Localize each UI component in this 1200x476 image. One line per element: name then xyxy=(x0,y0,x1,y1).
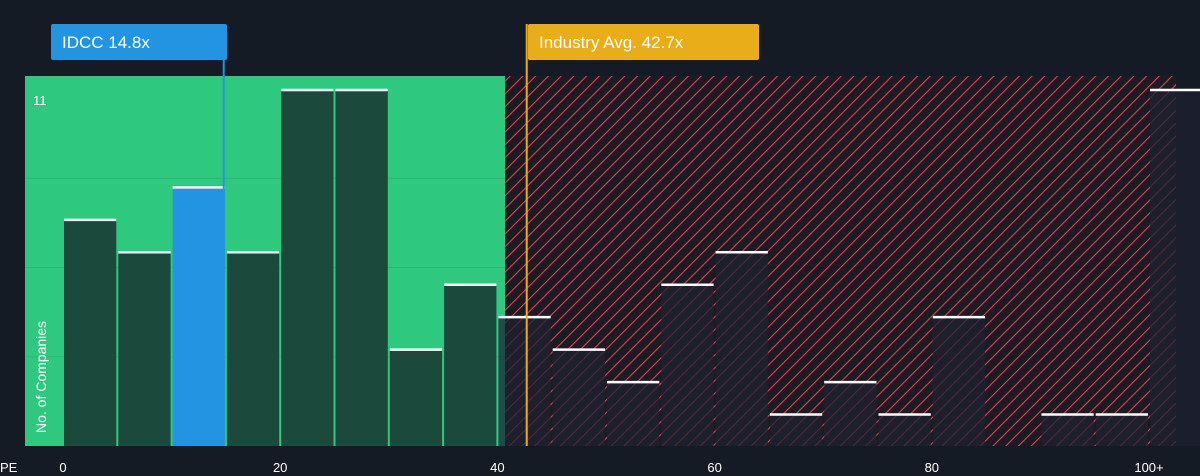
bar xyxy=(281,89,334,446)
bar xyxy=(335,89,388,446)
company-pe-callout: IDCC 14.8x xyxy=(51,24,227,446)
bar xyxy=(498,316,551,446)
bar xyxy=(64,218,117,446)
company-pe-label-box xyxy=(51,24,227,60)
bar xyxy=(552,348,605,446)
x-tick-label: 40 xyxy=(490,460,504,475)
x-tick-label: 0 xyxy=(59,460,66,475)
industry-avg-label-box xyxy=(528,24,759,60)
bar xyxy=(607,381,660,446)
bar xyxy=(389,348,443,446)
bar xyxy=(118,251,171,446)
x-tick-label: 60 xyxy=(707,460,721,475)
industry-avg-label: Industry Avg. 42.7x xyxy=(539,33,684,52)
histogram-bars xyxy=(64,88,1200,446)
bar xyxy=(444,283,497,446)
y-axis-label: No. of Companies xyxy=(33,321,49,433)
bar xyxy=(769,413,823,446)
bar xyxy=(661,283,714,446)
bar xyxy=(932,316,986,446)
x-tick-label: 20 xyxy=(273,460,287,475)
bar xyxy=(1150,89,1200,446)
x-tick-label: 80 xyxy=(925,460,939,475)
x-axis-ticks: 0 20 40 60 80 100+ xyxy=(59,460,1163,475)
x-axis-label: PE xyxy=(0,460,18,475)
y-max-label: 11 xyxy=(33,93,47,108)
bar xyxy=(1041,413,1094,446)
bar xyxy=(824,381,877,446)
company-pe-label: IDCC 14.8x xyxy=(62,33,150,52)
bar xyxy=(226,251,280,446)
bar xyxy=(878,413,931,446)
bar xyxy=(715,251,768,446)
x-tick-label: 100+ xyxy=(1134,460,1163,475)
bar-highlighted xyxy=(172,186,225,446)
industry-avg-callout: Industry Avg. 42.7x xyxy=(525,24,759,446)
bar xyxy=(1095,413,1148,446)
